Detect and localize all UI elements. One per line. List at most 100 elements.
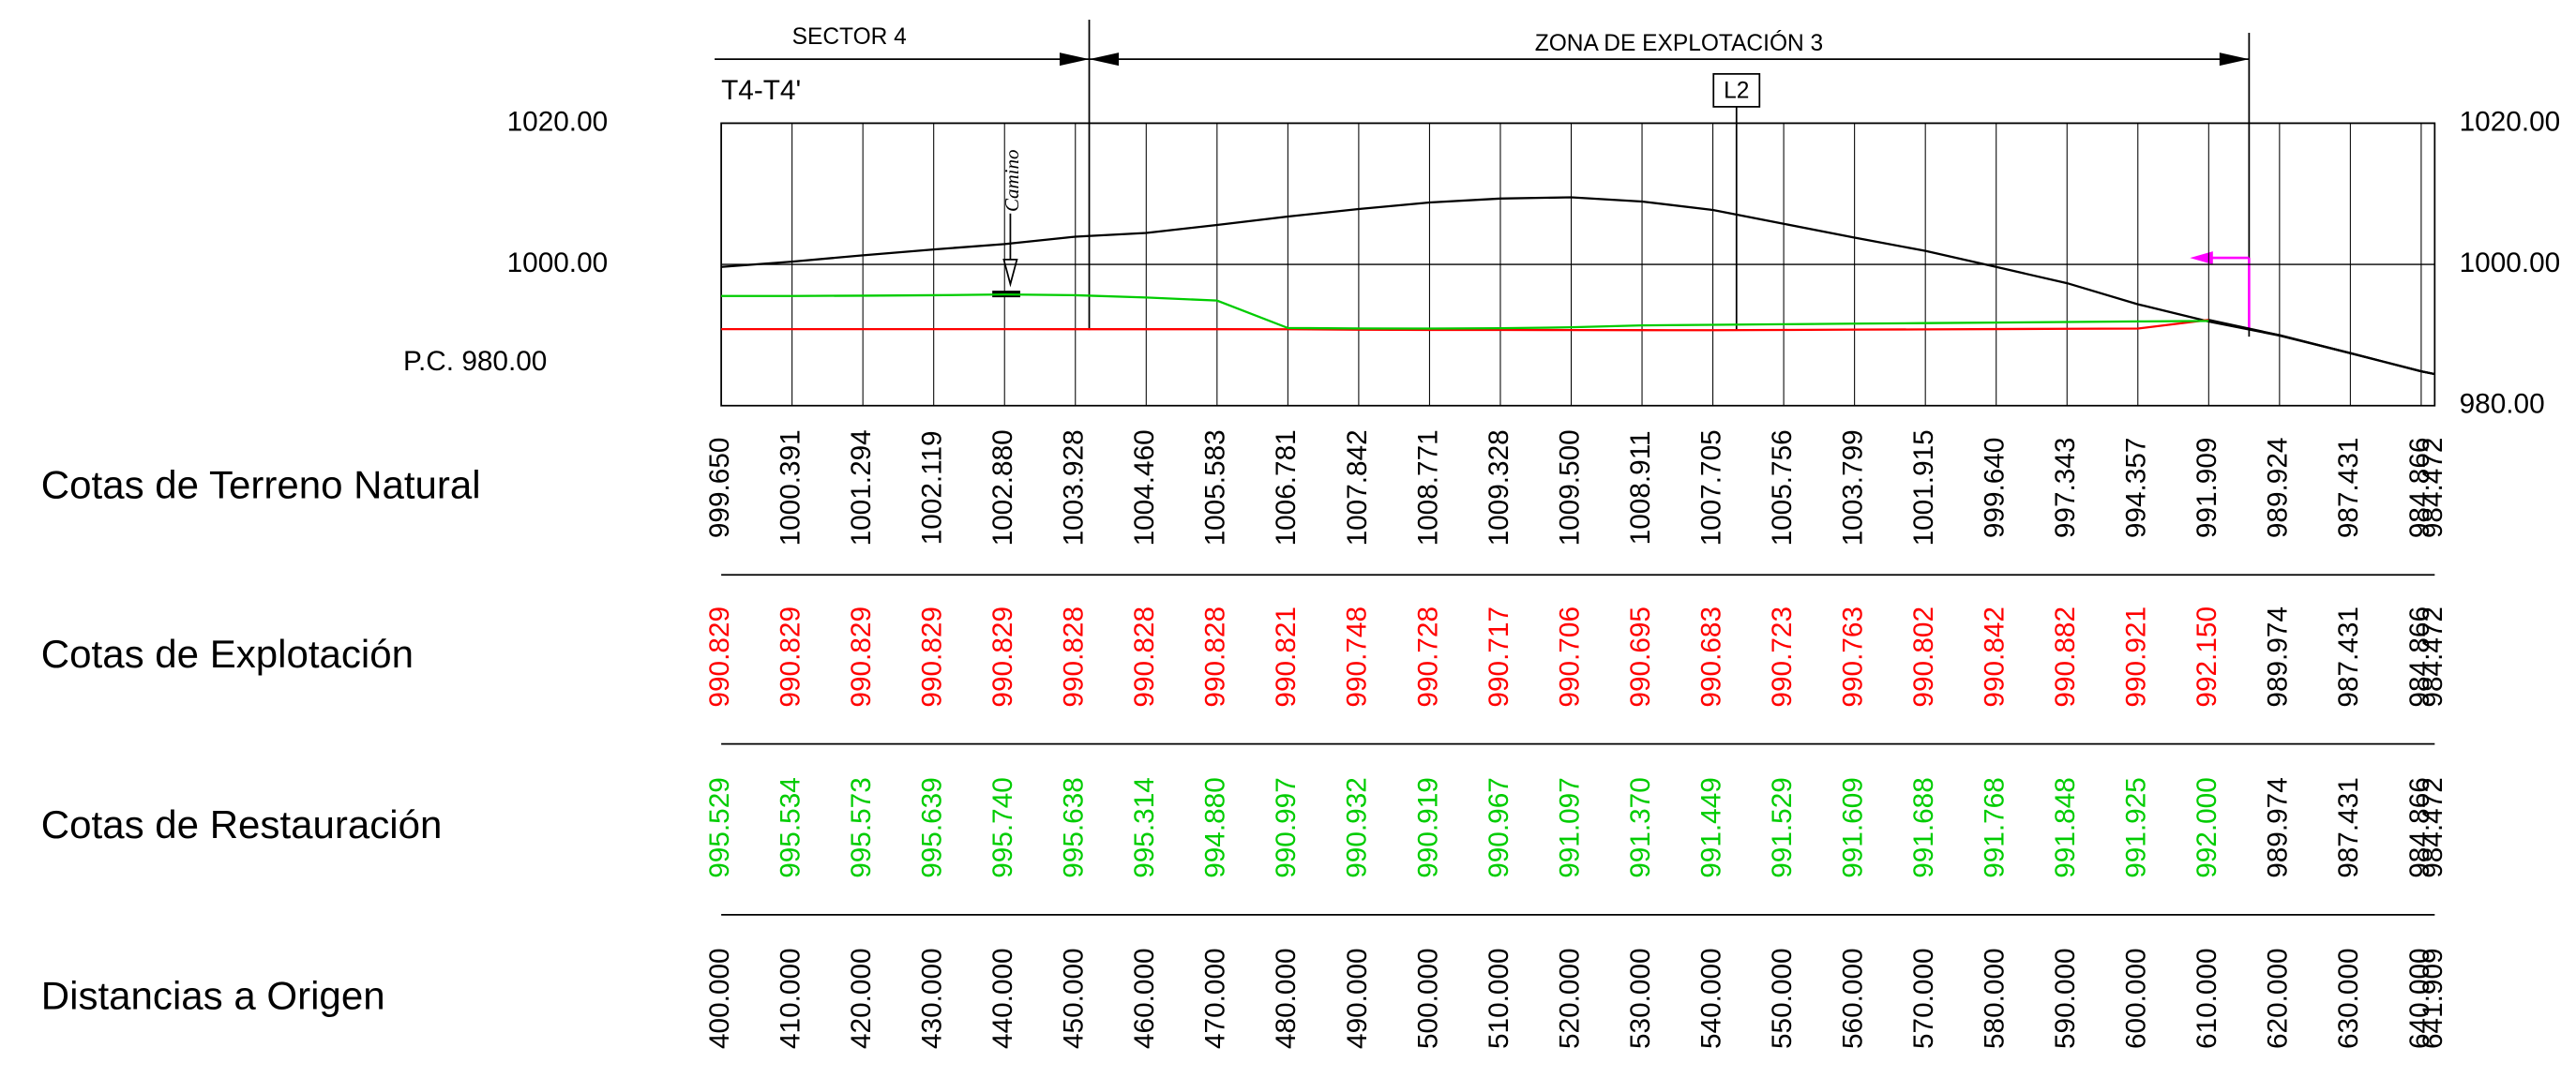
- value-label: 991.848: [2050, 777, 2081, 878]
- value-label: 990.842: [1980, 606, 2011, 708]
- value-label: 995.740: [987, 777, 1018, 878]
- distance-label: 540.000: [1695, 948, 1726, 1049]
- value-label: 1002.880: [987, 429, 1018, 546]
- value-label: 990.828: [1129, 606, 1160, 708]
- value-label: 984.866: [2404, 438, 2435, 539]
- value-label: 991.529: [1767, 777, 1798, 878]
- profile-line: [721, 196, 2435, 376]
- value-label: 990.802: [1908, 606, 1939, 708]
- distance-label: 500.000: [1412, 948, 1443, 1049]
- value-label: 990.821: [1271, 606, 1302, 708]
- distance-label: 610.000: [2192, 948, 2222, 1049]
- value-label: 990.932: [1342, 777, 1373, 878]
- value-label: 987.431: [2333, 438, 2364, 539]
- value-label: 991.370: [1625, 777, 1656, 878]
- value-label: 1001.294: [846, 429, 877, 546]
- distance-label: 450.000: [1059, 948, 1090, 1049]
- limit-arrow: [2190, 251, 2213, 265]
- path-arrow: [1002, 258, 1018, 288]
- distance-label: 620.000: [2263, 948, 2294, 1049]
- value-label: 1003.799: [1838, 429, 1869, 546]
- value-label: 987.431: [2333, 606, 2364, 708]
- distance-label: 490.000: [1342, 948, 1373, 1049]
- value-label: 989.924: [2263, 438, 2294, 539]
- value-label: 989.974: [2263, 777, 2294, 878]
- value-label: 997.343: [2050, 438, 2081, 539]
- value-label: 995.534: [775, 777, 806, 878]
- distance-label: 410.000: [775, 948, 806, 1049]
- value-label: 991.449: [1695, 777, 1726, 878]
- distance-label: 400.000: [704, 948, 735, 1049]
- value-label: 990.967: [1484, 777, 1514, 878]
- y-tick-label-right: 1020.00: [2460, 106, 2561, 137]
- value-label: 990.728: [1412, 606, 1443, 708]
- value-label: 990.723: [1767, 606, 1798, 708]
- value-label: 990.829: [917, 606, 948, 708]
- value-label: 990.997: [1271, 777, 1302, 878]
- distance-label: 530.000: [1625, 948, 1656, 1049]
- distance-label: 420.000: [846, 948, 877, 1049]
- value-label: 987.431: [2333, 777, 2364, 878]
- distance-label: 570.000: [1908, 948, 1939, 1049]
- value-label: 995.639: [917, 777, 948, 878]
- distance-label: 480.000: [1271, 948, 1302, 1049]
- value-label: 1009.328: [1484, 429, 1514, 546]
- distance-label: 640.000: [2404, 948, 2435, 1049]
- value-label: 1007.842: [1342, 429, 1373, 546]
- distance-label: 580.000: [1980, 948, 2011, 1049]
- distance-label: 520.000: [1554, 948, 1585, 1049]
- value-label: 990.828: [1059, 606, 1090, 708]
- value-label: 992.000: [2192, 777, 2222, 878]
- value-label: 990.919: [1412, 777, 1443, 878]
- value-label: 990.683: [1695, 606, 1726, 708]
- value-label: 995.529: [704, 777, 735, 878]
- value-label: 990.706: [1554, 606, 1585, 708]
- distance-label: 510.000: [1484, 948, 1514, 1049]
- value-label: 990.882: [2050, 606, 2081, 708]
- profile-line: [721, 293, 2209, 330]
- distance-label: 440.000: [987, 948, 1018, 1049]
- value-label: 984.472: [2418, 438, 2448, 539]
- value-label: 991.609: [1838, 777, 1869, 878]
- value-label: 991.688: [1908, 777, 1939, 878]
- value-label: 990.829: [704, 606, 735, 708]
- value-label: 1005.583: [1200, 429, 1231, 546]
- value-label: 984.472: [2418, 777, 2448, 878]
- value-label: 984.472: [2418, 606, 2448, 708]
- value-label: 990.829: [775, 606, 806, 708]
- profile-line: [2208, 320, 2435, 376]
- distance-label: 470.000: [1200, 948, 1231, 1049]
- value-label: 1005.756: [1767, 429, 1798, 546]
- value-label: 991.768: [1980, 777, 2011, 878]
- y-tick-label-right: 980.00: [2460, 389, 2545, 420]
- value-label: 1004.460: [1129, 429, 1160, 546]
- distance-label: 430.000: [917, 948, 948, 1049]
- value-label: 984.866: [2404, 777, 2435, 878]
- distance-label: 630.000: [2333, 948, 2364, 1049]
- value-label: 1008.771: [1412, 429, 1443, 546]
- sector-label: SECTOR 4: [792, 24, 907, 50]
- value-label: 994.880: [1200, 777, 1231, 878]
- row-name: Cotas de Restauración: [41, 802, 443, 846]
- value-label: 992.150: [2192, 606, 2222, 708]
- distance-label: 590.000: [2050, 948, 2081, 1049]
- value-label: 990.921: [2121, 606, 2152, 708]
- value-label: 990.748: [1342, 606, 1373, 708]
- row-name: Cotas de Terreno Natural: [41, 462, 481, 506]
- distance-label: 460.000: [1129, 948, 1160, 1049]
- value-label: 991.925: [2121, 777, 2152, 878]
- arrow-head: [2219, 52, 2250, 67]
- value-label: 991.097: [1554, 777, 1585, 878]
- zone-label: ZONA DE EXPLOTACIÓN 3: [1535, 31, 1823, 56]
- value-label: 989.974: [2263, 606, 2294, 708]
- y-tick-label-left: 1000.00: [507, 247, 609, 278]
- value-label: 995.638: [1059, 777, 1090, 878]
- section-name: T4-T4': [721, 75, 801, 106]
- value-label: 990.717: [1484, 606, 1514, 708]
- distance-label: 600.000: [2121, 948, 2152, 1049]
- y-tick-label-right: 1000.00: [2460, 247, 2561, 278]
- value-label: 994.357: [2121, 438, 2152, 539]
- value-label: 1007.705: [1695, 429, 1726, 546]
- value-label: 990.763: [1838, 606, 1869, 708]
